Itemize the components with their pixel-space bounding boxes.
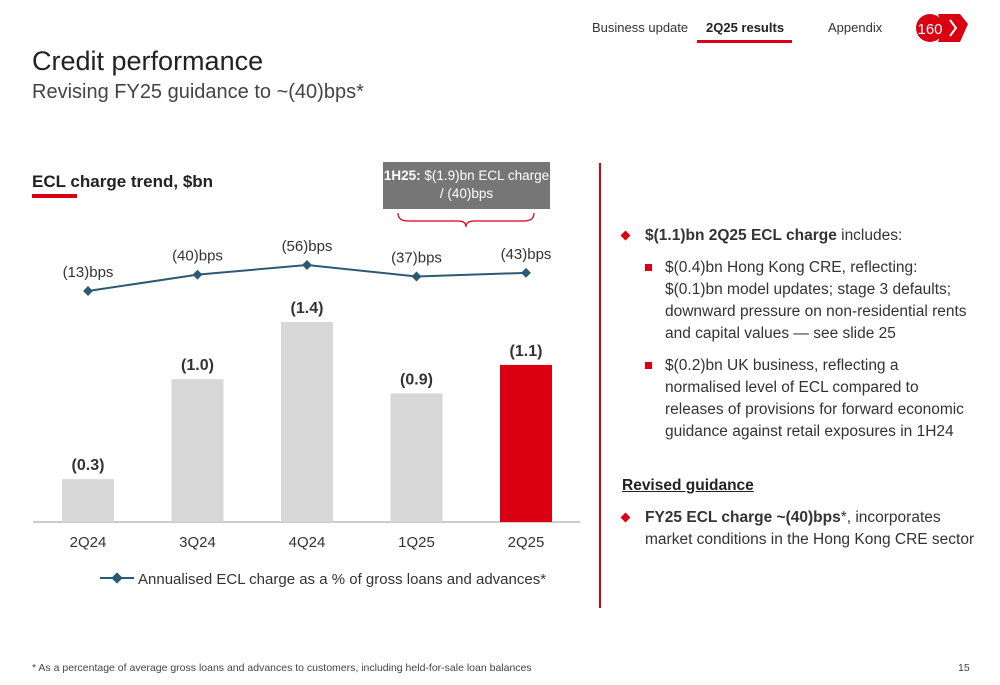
diamond-bullet-icon [620, 230, 631, 241]
legend-diamond-marker [111, 572, 123, 584]
sub-bullet-hk-cre: $(0.4)bn Hong Kong CRE, reflecting: $(0.… [622, 257, 977, 345]
bar-1Q25 [390, 393, 443, 522]
callout-text: $(1.9)bn ECL charge / (40)bps [420, 168, 550, 201]
square-bullet-icon [645, 264, 652, 271]
guidance-bold: FY25 ECL charge ~(40)bps [645, 509, 841, 526]
commentary-panel: $(1.1)bn 2Q25 ECL charge includes: $(0.4… [620, 225, 977, 551]
bar-3Q24 [171, 379, 224, 522]
line-point-marker [192, 269, 203, 280]
tab-2q25-results[interactable]: 2Q25 results [706, 20, 785, 35]
bar-2Q25 [500, 364, 552, 522]
line-point-marker [411, 271, 422, 282]
revised-guidance-heading: Revised guidance [622, 477, 754, 494]
sub-bullet-text: $(0.4)bn Hong Kong CRE, reflecting: $(0.… [665, 259, 967, 342]
1h25-callout-box: 1H25: $(1.9)bn ECL charge / (40)bps [383, 162, 550, 209]
line-point-label: (40)bps [172, 248, 223, 265]
tab-business-update[interactable]: Business update [592, 20, 689, 35]
ecl-chart: (0.3) 2Q24 (1.0) 3Q24 (1.4) 4Q24 (0.9) 1Q25 (1.1… [33, 212, 580, 588]
page-subtitle: Revising FY25 guidance to ~(40)bps* [32, 81, 364, 103]
bar-value-label: (1.4) [291, 300, 324, 317]
active-tab-underline [697, 40, 792, 43]
bar-4Q24 [281, 322, 333, 522]
footnote: * As a percentage of average gross loans… [32, 662, 532, 674]
main-bullet-rest: includes: [836, 227, 903, 244]
bar-value-label: (0.3) [72, 457, 105, 474]
line-point-label: (56)bps [282, 238, 333, 255]
x-tick-label: 1Q25 [398, 534, 435, 551]
1h25-brace [397, 212, 535, 228]
bar-value-label: (1.1) [510, 343, 543, 360]
vertical-divider [599, 163, 601, 608]
top-navigation: Business update 2Q25 results Appendix [0, 18, 1000, 48]
main-bullet: $(1.1)bn 2Q25 ECL charge includes: [620, 225, 977, 247]
sub-bullet-text: $(0.2)bn UK business, reflecting a norma… [665, 357, 964, 440]
diamond-bullet-icon [620, 512, 631, 523]
x-tick-label: 2Q25 [508, 534, 545, 551]
square-bullet-icon [645, 362, 652, 369]
legend-label: Annualised ECL charge as a % of gross lo… [138, 571, 546, 588]
guidance-bullet: FY25 ECL charge ~(40)bps*, incorporates … [620, 507, 977, 551]
hsbc-160-logo: 160 [916, 14, 968, 42]
line-point-marker [521, 267, 531, 278]
line-point-label: (43)bps [501, 246, 552, 263]
bar-value-label: (0.9) [400, 371, 433, 388]
sub-bullet-uk: $(0.2)bn UK business, reflecting a norma… [622, 355, 977, 443]
bar-2Q24 [62, 479, 114, 522]
line-point-marker [83, 286, 93, 296]
chart-title-accent-bar [32, 194, 77, 198]
x-tick-label: 3Q24 [179, 534, 216, 551]
chart-legend: Annualised ECL charge as a % of gross lo… [100, 571, 546, 588]
bar-value-label: (1.0) [181, 357, 214, 374]
logo-text: 160 [917, 21, 942, 38]
x-tick-label: 4Q24 [289, 534, 326, 551]
line-point-label: (13)bps [63, 264, 114, 281]
x-tick-label: 2Q24 [70, 534, 107, 551]
line-point-label: (37)bps [391, 249, 442, 266]
guidance-rest: *, incorporates market conditions in the… [645, 509, 975, 548]
callout-bold: 1H25: [383, 168, 421, 183]
main-bullet-bold: $(1.1)bn 2Q25 ECL charge [645, 227, 837, 244]
line-point-marker [302, 260, 312, 270]
tab-appendix[interactable]: Appendix [828, 20, 883, 35]
page-title: Credit performance [32, 46, 264, 76]
page-number: 15 [958, 662, 970, 674]
chart-title: ECL charge trend, $bn [32, 172, 214, 191]
